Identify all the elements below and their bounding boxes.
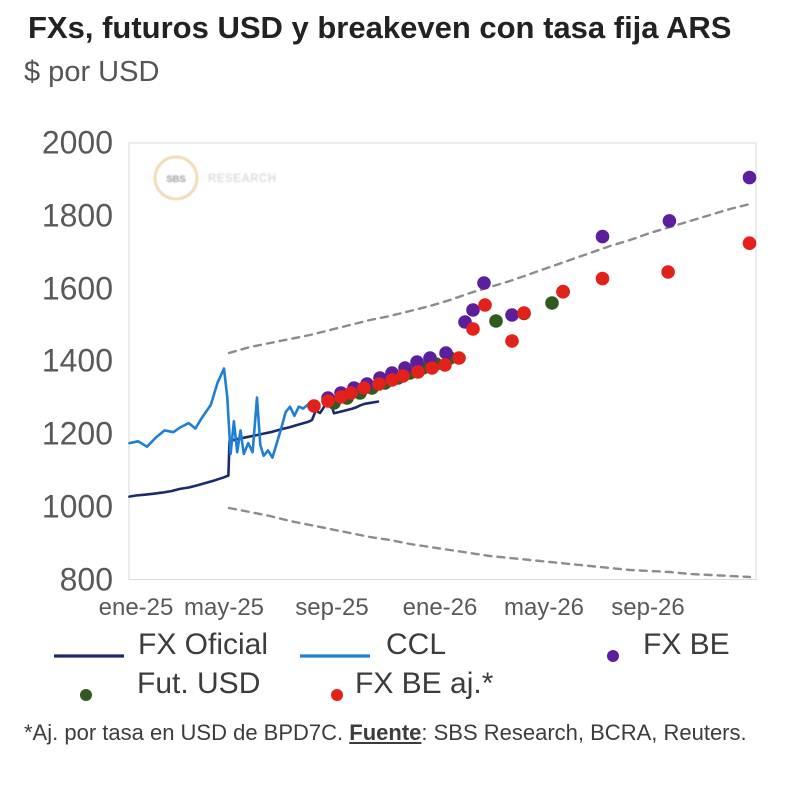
svg-text:SBS: SBS [166,174,186,185]
svg-text:RESEARCH: RESEARCH [208,173,277,185]
